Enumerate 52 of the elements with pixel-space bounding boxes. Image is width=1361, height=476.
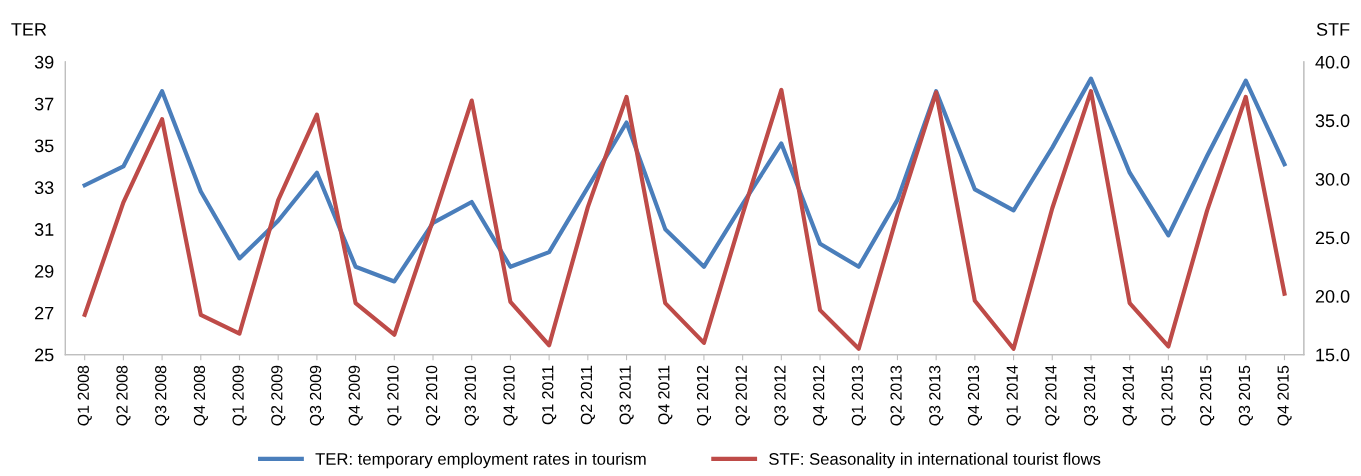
x-tick-label: Q1 2013 [851, 365, 866, 426]
x-tick-label: Q1 2014 [1006, 365, 1021, 426]
y2-tick-label: 20.0 [1315, 290, 1350, 303]
x-tick-label: Q3 2012 [774, 365, 789, 426]
x-tick-label: Q4 2011 [658, 365, 673, 425]
x-tick-label: Q1 2008 [77, 365, 92, 426]
x-tick-label: Q4 2008 [193, 365, 208, 426]
x-tick-label: Q2 2009 [271, 365, 286, 426]
y2-tick-label: 40.0 [1315, 55, 1350, 69]
legend-label: TER: temporary employment rates in tourism [315, 452, 646, 469]
y2-tick-label: 15.0 [1316, 348, 1350, 362]
x-tick-label: Q3 2008 [155, 365, 170, 426]
x-tick-label: Q1 2015 [1161, 365, 1176, 426]
line-series [82, 87, 1287, 351]
x-tick-label: Q2 2008 [116, 365, 131, 426]
x-tick-label: Q4 2014 [1122, 365, 1137, 426]
y2-axis-title: STF [1316, 23, 1350, 36]
y-tick-label: 31 [34, 223, 54, 236]
x-tick-label: Q2 2015 [1200, 365, 1215, 426]
y2-tick-label: 25.0 [1315, 231, 1350, 245]
y-tick-label: 35 [34, 139, 54, 153]
x-tick-label: Q3 2009 [309, 365, 325, 426]
x-tick-label: Q3 2011 [619, 365, 634, 425]
y-tick-label: 39 [34, 55, 54, 69]
y-tick-label: 27 [35, 306, 54, 320]
x-tick-label: Q1 2010 [387, 365, 402, 426]
x-tick-label: Q3 2015 [1238, 365, 1253, 426]
y-tick-label: 33 [34, 181, 54, 195]
x-tick-label: Q1 2011 [542, 365, 557, 425]
legend-label: STF: Seasonality in international tourist flows [769, 452, 1101, 469]
y-tick-label: 29 [35, 264, 54, 278]
x-tick-label: Q4 2015 [1277, 365, 1292, 426]
x-tick-label: Q4 2010 [503, 365, 518, 426]
line-series [82, 76, 1287, 284]
y2-tick-label: 35.0 [1315, 114, 1350, 128]
y-tick-label: 25 [35, 348, 54, 362]
x-tick-label: Q2 2013 [890, 365, 905, 426]
x-tick-label: Q1 2009 [232, 365, 247, 426]
y-axis-title: TER [11, 23, 47, 36]
x-tick-label: Q2 2011 [580, 365, 595, 425]
x-tick-label: Q4 2012 [813, 365, 828, 426]
x-tick-label: Q2 2010 [425, 365, 441, 426]
x-tick-label: Q4 2013 [967, 365, 983, 426]
x-tick-label: Q3 2014 [1083, 365, 1099, 426]
x-tick-label: Q2 2014 [1045, 365, 1060, 426]
y-tick-label: 37 [34, 97, 54, 111]
x-tick-label: Q1 2012 [696, 365, 712, 426]
x-tick-label: Q2 2012 [735, 365, 750, 426]
x-tick-label: Q3 2013 [929, 365, 944, 426]
x-tick-label: Q3 2010 [464, 365, 479, 426]
y2-tick-label: 30.0 [1315, 172, 1350, 186]
x-tick-label: Q4 2009 [348, 365, 363, 426]
